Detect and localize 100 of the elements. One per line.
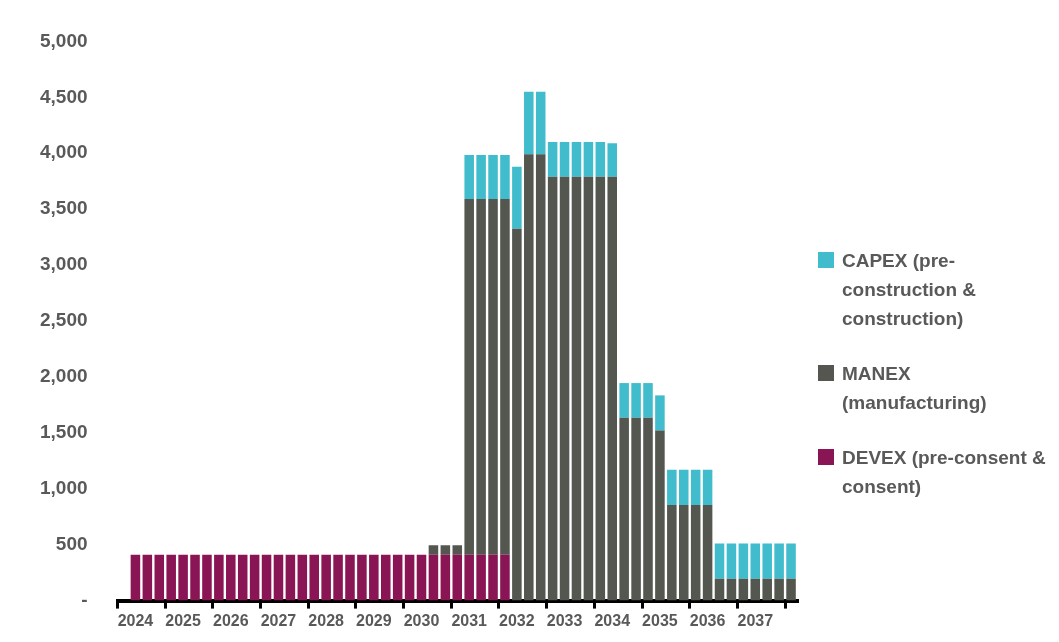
x-tick-label: 2029 bbox=[356, 611, 392, 629]
bar bbox=[702, 469, 713, 505]
bar bbox=[428, 545, 439, 555]
bar bbox=[476, 154, 486, 200]
bar bbox=[738, 543, 749, 579]
bar bbox=[249, 554, 260, 601]
bar bbox=[464, 554, 474, 601]
bar bbox=[714, 578, 725, 601]
bar bbox=[714, 543, 725, 579]
bar bbox=[774, 543, 784, 579]
bar bbox=[452, 545, 463, 555]
bar bbox=[655, 430, 665, 601]
bar bbox=[345, 554, 355, 601]
bar bbox=[690, 469, 701, 505]
y-tick-label: 5,000 bbox=[40, 29, 88, 51]
x-tick-label: 2033 bbox=[546, 611, 583, 629]
bar bbox=[583, 176, 594, 601]
bar bbox=[631, 383, 641, 418]
bar bbox=[285, 554, 296, 601]
bar bbox=[500, 154, 510, 200]
y-tick-label: 4,000 bbox=[40, 141, 88, 163]
legend-label: MANEX (manufacturing) bbox=[842, 362, 988, 415]
legend-label: DEVEX (pre-consent & consent) bbox=[842, 446, 1047, 499]
legend-label: CAPEX (pre-construction & construction) bbox=[842, 249, 978, 331]
bar bbox=[476, 199, 486, 555]
bar bbox=[273, 554, 284, 601]
bar bbox=[428, 554, 439, 601]
bar bbox=[643, 417, 653, 601]
bar bbox=[762, 543, 772, 579]
bar bbox=[464, 154, 474, 200]
bar bbox=[369, 554, 379, 601]
bar bbox=[786, 543, 796, 579]
bar bbox=[786, 578, 796, 601]
x-tick-label: 2025 bbox=[165, 611, 202, 629]
bar bbox=[500, 554, 510, 601]
bar bbox=[559, 142, 570, 177]
bar bbox=[607, 176, 617, 601]
bar bbox=[571, 142, 582, 177]
x-tick-label: 2030 bbox=[403, 611, 440, 629]
y-tick-label: 2,500 bbox=[40, 309, 88, 331]
bar bbox=[452, 554, 463, 601]
bar bbox=[500, 199, 510, 555]
bar bbox=[392, 554, 403, 601]
bar bbox=[154, 554, 165, 601]
bar bbox=[440, 554, 451, 601]
bar bbox=[464, 199, 474, 555]
bar bbox=[178, 554, 188, 601]
bar bbox=[655, 395, 665, 431]
bar bbox=[524, 91, 534, 155]
bar bbox=[440, 545, 451, 555]
bar bbox=[524, 154, 534, 601]
bar bbox=[476, 554, 486, 601]
bar bbox=[535, 91, 546, 155]
x-tick-label: 2035 bbox=[642, 611, 678, 629]
bar bbox=[595, 142, 606, 177]
x-tick-label: 2034 bbox=[594, 611, 631, 629]
bar bbox=[678, 469, 689, 505]
x-tick-label: 2024 bbox=[117, 611, 154, 629]
bar bbox=[237, 554, 248, 601]
bar bbox=[702, 504, 713, 601]
bar bbox=[261, 554, 272, 601]
bar bbox=[678, 504, 689, 601]
y-tick-label: 2,000 bbox=[40, 365, 88, 387]
y-tick-label: 1,000 bbox=[40, 476, 88, 498]
x-tick-label: 2028 bbox=[308, 611, 345, 629]
bar bbox=[643, 383, 653, 418]
bar bbox=[667, 469, 677, 505]
y-tick-label: 3,000 bbox=[40, 253, 88, 275]
bar bbox=[512, 166, 522, 229]
bar bbox=[214, 554, 224, 601]
bar bbox=[333, 554, 343, 601]
bar bbox=[750, 578, 761, 601]
bar bbox=[559, 176, 570, 601]
bar bbox=[190, 554, 200, 601]
x-tick-label: 2026 bbox=[212, 611, 249, 629]
bar bbox=[297, 554, 308, 601]
bar bbox=[571, 176, 582, 601]
bar bbox=[166, 554, 176, 601]
bar bbox=[726, 578, 737, 601]
bar bbox=[595, 176, 606, 601]
bar bbox=[750, 543, 761, 579]
bar bbox=[404, 554, 415, 601]
bar bbox=[690, 504, 701, 601]
bar bbox=[607, 143, 617, 177]
x-tick-label: 2036 bbox=[689, 611, 726, 629]
bar bbox=[512, 228, 522, 601]
bar bbox=[583, 142, 594, 177]
bar bbox=[202, 554, 212, 601]
bar bbox=[321, 554, 331, 601]
x-tick-label: 2031 bbox=[451, 611, 488, 629]
bar bbox=[226, 554, 236, 601]
bar bbox=[535, 154, 546, 601]
x-tick-label: 2032 bbox=[499, 611, 535, 629]
bar bbox=[380, 554, 391, 601]
x-tick-label: 2027 bbox=[260, 611, 297, 629]
bar bbox=[738, 578, 749, 601]
bar bbox=[309, 554, 319, 601]
y-tick-label: - bbox=[81, 588, 88, 610]
x-tick-label: 2037 bbox=[737, 611, 774, 629]
y-tick-label: 4,500 bbox=[40, 85, 88, 107]
